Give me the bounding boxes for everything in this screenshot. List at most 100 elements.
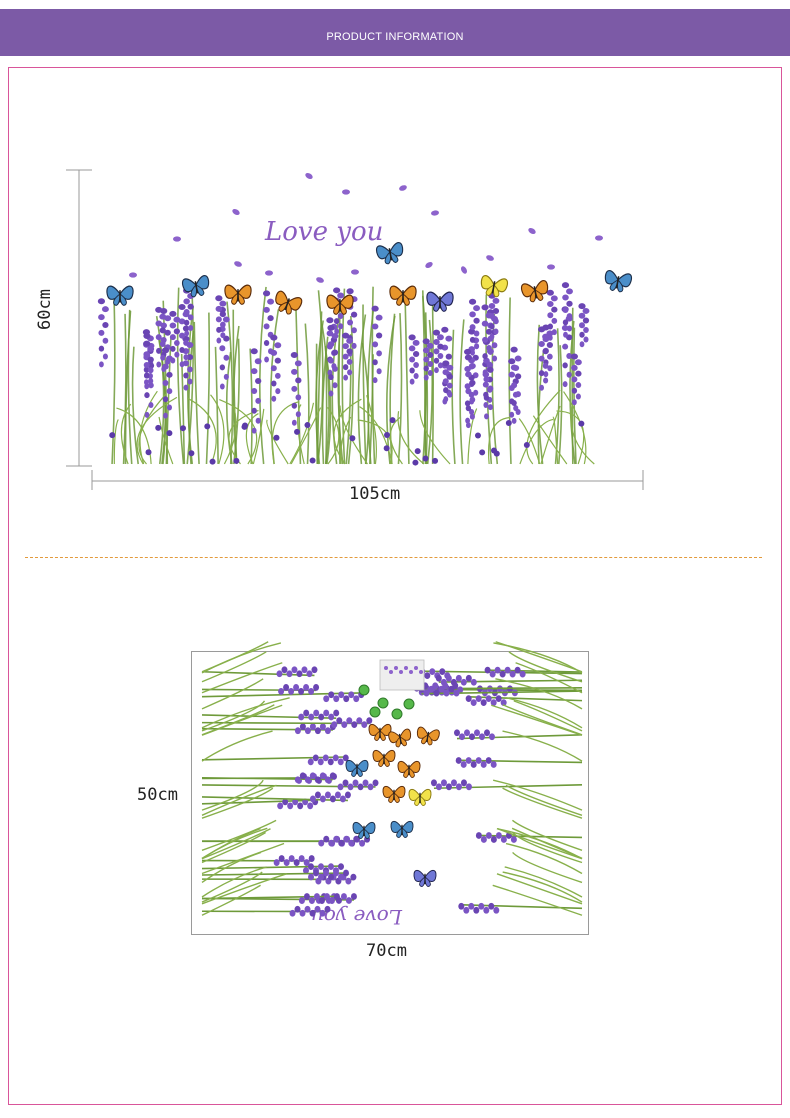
leaf-shape bbox=[552, 416, 559, 465]
stem-shape bbox=[347, 316, 354, 465]
lavender-bud bbox=[216, 337, 222, 344]
lavender-bud bbox=[324, 905, 331, 913]
lavender-bud bbox=[338, 323, 344, 330]
lavender-bud bbox=[102, 353, 108, 360]
lavender-bud bbox=[161, 347, 170, 354]
page-title: PRODUCT INFORMATION bbox=[326, 31, 464, 43]
lavender-bud bbox=[162, 363, 169, 370]
flower-dot bbox=[412, 459, 419, 466]
lavender-bud bbox=[309, 772, 316, 780]
butterfly-icon bbox=[397, 760, 421, 779]
lavender-bud bbox=[433, 357, 440, 364]
flower-dot bbox=[505, 420, 512, 427]
lavender-bud bbox=[361, 721, 368, 729]
lavender-bud bbox=[291, 402, 298, 409]
lavender-bud bbox=[183, 319, 190, 326]
lavender-bud bbox=[495, 832, 502, 839]
butterfly-icon bbox=[275, 290, 303, 315]
lavender-bud bbox=[578, 322, 585, 329]
lavender-bud bbox=[468, 733, 475, 741]
lavender-bud bbox=[562, 306, 569, 313]
lavender-bud bbox=[333, 709, 340, 717]
leaf-shape bbox=[333, 398, 362, 465]
lavender-bud bbox=[219, 300, 227, 307]
lavender-bud bbox=[439, 668, 446, 675]
lavender-bud bbox=[491, 355, 498, 362]
flower-dot bbox=[304, 422, 311, 429]
lavender-bud bbox=[437, 353, 444, 360]
lavender-bud bbox=[440, 779, 447, 787]
leaf-shape bbox=[201, 871, 263, 903]
lavender-bud bbox=[468, 298, 477, 305]
lavender-bud bbox=[490, 699, 497, 707]
lavender-bud bbox=[376, 368, 382, 375]
lavender-bud bbox=[327, 863, 334, 870]
lavender-bud bbox=[371, 305, 379, 312]
lavender-bud bbox=[465, 674, 472, 682]
stem-shape bbox=[557, 345, 563, 465]
butterfly-icon bbox=[345, 759, 369, 778]
leaf-shape bbox=[504, 866, 583, 898]
lavender-bud bbox=[250, 368, 258, 375]
lavender-bud bbox=[509, 670, 516, 678]
lavender-bud bbox=[429, 668, 436, 675]
lavender-bud bbox=[475, 832, 482, 839]
lavender-bud bbox=[465, 695, 472, 703]
lavender-bud bbox=[470, 761, 477, 768]
lavender-bud bbox=[263, 306, 270, 313]
lavender-bud bbox=[166, 388, 173, 395]
lavender-bud bbox=[574, 359, 582, 366]
petal-shape bbox=[342, 189, 350, 195]
content-frame bbox=[8, 67, 782, 1105]
lavender-bud bbox=[327, 758, 334, 766]
lavender-bud bbox=[159, 341, 166, 348]
lavender-bud bbox=[367, 783, 374, 791]
lavender-bud bbox=[304, 905, 311, 913]
stem-shape bbox=[369, 354, 374, 465]
flower-dot bbox=[523, 442, 530, 449]
butterfly-icon bbox=[106, 285, 134, 306]
stem-shape bbox=[201, 776, 333, 781]
leaf-shape bbox=[266, 419, 289, 465]
lavender-bud bbox=[294, 905, 301, 913]
lavender-bud bbox=[251, 387, 258, 394]
leaf-shape bbox=[201, 730, 273, 762]
lavender-bud bbox=[342, 343, 349, 350]
petal-shape bbox=[486, 255, 494, 261]
lavender-bud bbox=[160, 322, 167, 329]
lavender-bud bbox=[376, 350, 382, 357]
lavender-bud bbox=[99, 361, 104, 368]
lavender-bud bbox=[188, 325, 194, 332]
butterfly-icon bbox=[520, 280, 549, 303]
petal-shape bbox=[431, 210, 439, 216]
leaf-shape bbox=[508, 651, 583, 683]
leaf-shape bbox=[201, 787, 274, 819]
lavender-bud bbox=[264, 356, 269, 363]
lavender-bud bbox=[563, 331, 568, 338]
lavender-bud bbox=[561, 282, 570, 289]
leaf-shape bbox=[487, 416, 511, 465]
lavender-bud bbox=[493, 328, 499, 335]
lavender-bud bbox=[539, 384, 545, 391]
lavender-bud bbox=[322, 754, 329, 762]
lavender-bud bbox=[267, 315, 274, 322]
petal-shape bbox=[265, 270, 273, 276]
lavender-bud bbox=[341, 721, 348, 729]
lavender-bud bbox=[350, 873, 357, 881]
lavender-bud bbox=[485, 695, 492, 703]
lavender-bud bbox=[328, 839, 335, 847]
lavender-bud bbox=[473, 729, 480, 737]
lavender-bud bbox=[508, 358, 516, 365]
lavender-bud bbox=[469, 324, 476, 331]
lavender-bud bbox=[487, 385, 494, 392]
lavender-bud bbox=[307, 802, 314, 810]
lavender-bud bbox=[375, 314, 383, 321]
leaf-shape bbox=[518, 418, 541, 465]
leaf-shape bbox=[201, 651, 267, 683]
petal-shape bbox=[173, 236, 181, 242]
leaf-shape bbox=[505, 842, 583, 875]
lavender-bud bbox=[183, 339, 189, 346]
lavender-bud bbox=[345, 877, 352, 885]
leaf-shape bbox=[210, 394, 225, 465]
stem-shape bbox=[232, 325, 240, 465]
